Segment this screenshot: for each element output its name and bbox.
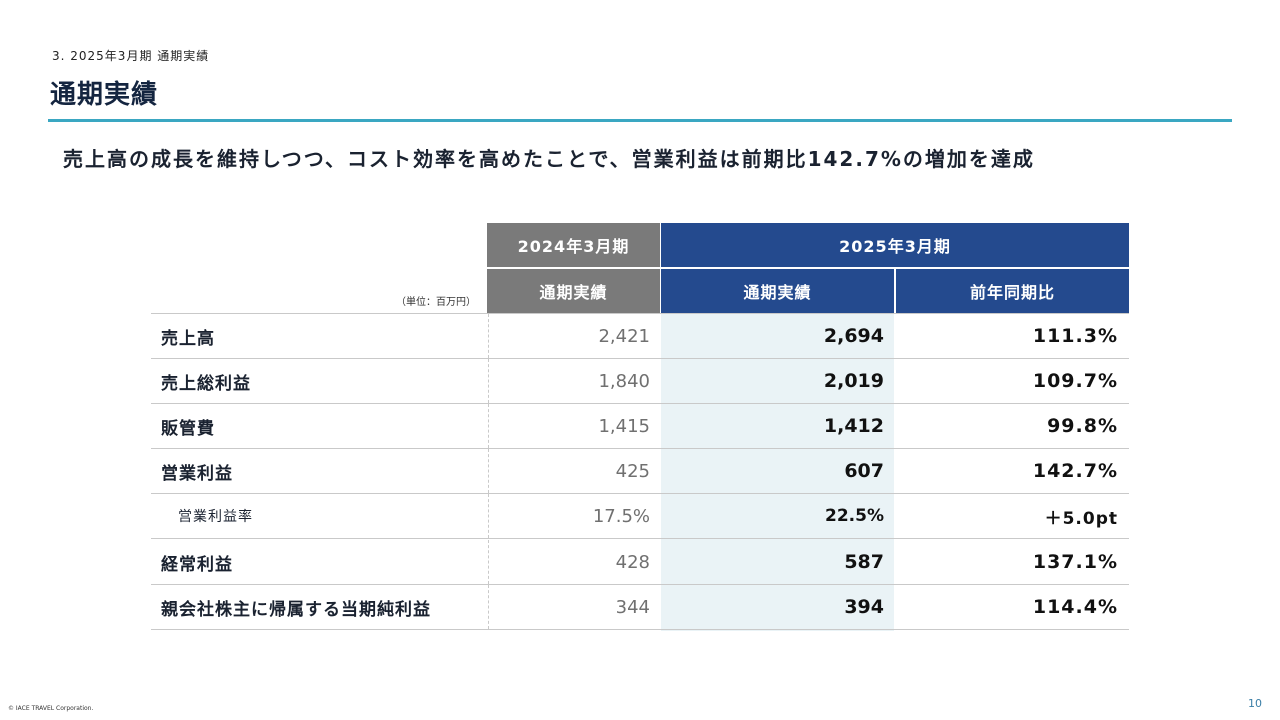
table-top-rule xyxy=(151,313,1129,314)
header-period-prev: 2024年3月期 xyxy=(487,223,660,267)
table-row-operating-margin: 営業利益率 17.5% 22.5% ＋5.0pt xyxy=(151,494,1129,539)
row-label: 営業利益率 xyxy=(178,509,253,525)
row-label: 営業利益 xyxy=(161,463,233,484)
unit-note: （単位：百万円） xyxy=(396,297,476,308)
header-col-yoy: 前年同期比 xyxy=(896,269,1129,313)
page-number: 10 xyxy=(1248,697,1262,710)
value-yoy: 137.1% xyxy=(1032,551,1118,573)
value-cur: 587 xyxy=(844,551,884,573)
value-prev: 17.5% xyxy=(488,494,650,538)
value-cur: 607 xyxy=(844,460,884,482)
table-row-net-sales: 売上高 2,421 2,694 111.3% xyxy=(151,314,1129,359)
row-label: 売上高 xyxy=(161,328,215,349)
breadcrumb: 3. 2025年3月期 通期実績 xyxy=(52,49,210,63)
table-row-sga: 販管費 1,415 1,412 99.8% xyxy=(151,404,1129,449)
table-row-gross-profit: 売上総利益 1,840 2,019 109.7% xyxy=(151,359,1129,404)
page-title: 通期実績 xyxy=(50,80,159,110)
value-cur: 1,412 xyxy=(823,415,884,437)
value-yoy: 114.4% xyxy=(1032,596,1118,618)
value-prev: 1,840 xyxy=(488,359,650,403)
row-label: 経常利益 xyxy=(161,554,233,575)
title-divider xyxy=(48,119,1232,122)
current-column-highlight xyxy=(661,313,894,631)
table-row-net-income: 親会社株主に帰属する当期純利益 344 394 114.4% xyxy=(151,585,1129,630)
value-prev: 2,421 xyxy=(488,314,650,358)
copyright: © IACE TRAVEL Corporation. xyxy=(8,705,94,712)
value-yoy: 109.7% xyxy=(1032,370,1118,392)
value-prev: 428 xyxy=(488,540,650,584)
value-yoy: 111.3% xyxy=(1032,325,1118,347)
row-label: 売上総利益 xyxy=(161,373,251,394)
table-row-ordinary-profit: 経常利益 428 587 137.1% xyxy=(151,540,1129,585)
value-cur: 2,019 xyxy=(823,370,884,392)
value-prev: 425 xyxy=(488,449,650,493)
value-yoy: 142.7% xyxy=(1032,460,1118,482)
header-col-cur: 通期実績 xyxy=(661,269,894,313)
value-yoy: ＋5.0pt xyxy=(1044,508,1118,529)
value-cur: 394 xyxy=(844,596,884,618)
value-prev: 1,415 xyxy=(488,404,650,448)
headline: 売上高の成長を維持しつつ、コスト効率を高めたことで、営業利益は前期比142.7%… xyxy=(63,147,1035,171)
header-period-cur: 2025年3月期 xyxy=(661,223,1129,267)
row-label: 販管費 xyxy=(161,418,215,439)
value-yoy: 99.8% xyxy=(1047,415,1118,437)
value-prev: 344 xyxy=(488,585,650,629)
row-label: 親会社株主に帰属する当期純利益 xyxy=(161,599,431,620)
table-row-operating-profit: 営業利益 425 607 142.7% xyxy=(151,449,1129,494)
value-cur: 22.5% xyxy=(825,506,884,526)
header-col-prev: 通期実績 xyxy=(487,269,660,313)
value-cur: 2,694 xyxy=(823,325,884,347)
